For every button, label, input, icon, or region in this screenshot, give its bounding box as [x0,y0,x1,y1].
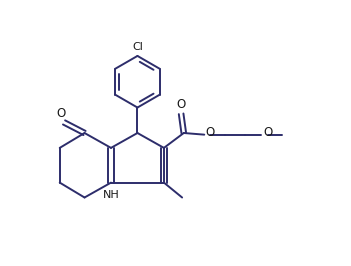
Text: NH: NH [103,190,120,200]
Text: O: O [177,98,186,110]
Text: Cl: Cl [132,42,143,52]
Text: O: O [206,126,215,139]
Text: O: O [264,126,273,139]
Text: O: O [56,107,65,120]
